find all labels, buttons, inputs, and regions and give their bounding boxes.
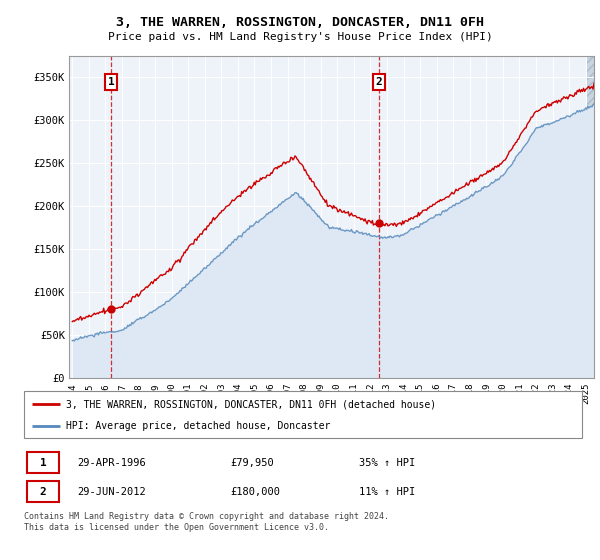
Text: 29-APR-1996: 29-APR-1996 [77,458,146,468]
Text: 1: 1 [40,458,46,468]
Text: Contains HM Land Registry data © Crown copyright and database right 2024.
This d: Contains HM Land Registry data © Crown c… [24,512,389,532]
Text: 29-JUN-2012: 29-JUN-2012 [77,487,146,497]
Text: 2: 2 [376,77,382,87]
Text: 35% ↑ HPI: 35% ↑ HPI [359,458,415,468]
Text: 1: 1 [107,77,114,87]
Text: 3, THE WARREN, ROSSINGTON, DONCASTER, DN11 0FH (detached house): 3, THE WARREN, ROSSINGTON, DONCASTER, DN… [66,399,436,409]
Text: Price paid vs. HM Land Registry's House Price Index (HPI): Price paid vs. HM Land Registry's House … [107,32,493,43]
Text: 11% ↑ HPI: 11% ↑ HPI [359,487,415,497]
Text: £79,950: £79,950 [230,458,274,468]
Bar [586,56,600,378]
Bar [39,56,61,378]
Text: 3, THE WARREN, ROSSINGTON, DONCASTER, DN11 0FH: 3, THE WARREN, ROSSINGTON, DONCASTER, DN… [116,16,484,29]
Text: 2: 2 [40,487,46,497]
Text: £180,000: £180,000 [230,487,280,497]
FancyBboxPatch shape [24,391,582,438]
FancyBboxPatch shape [27,482,59,502]
Text: HPI: Average price, detached house, Doncaster: HPI: Average price, detached house, Donc… [66,421,330,431]
FancyBboxPatch shape [27,452,59,473]
